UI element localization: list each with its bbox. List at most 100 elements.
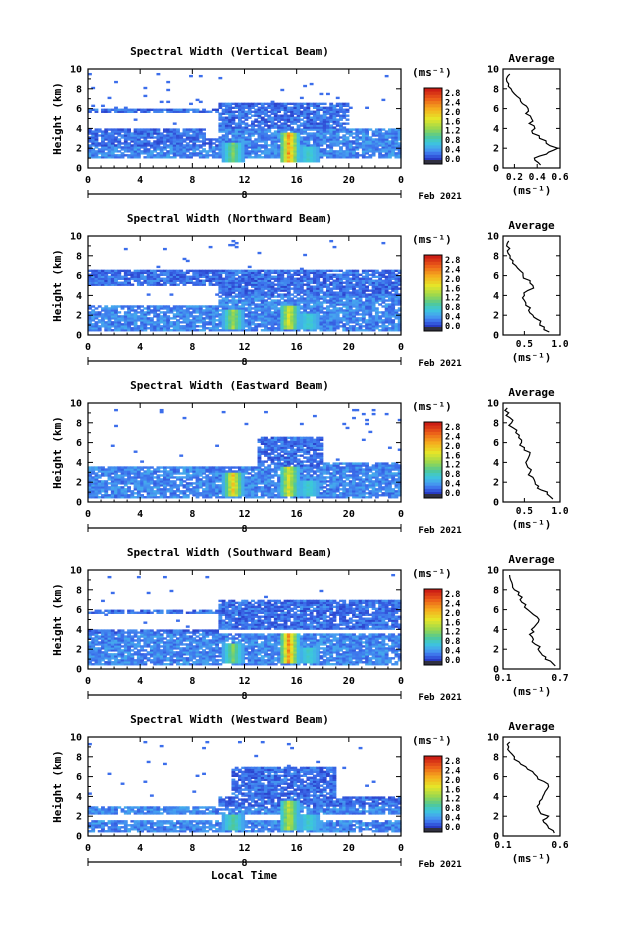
heatmap-cell bbox=[235, 242, 239, 244]
heatmap-cell bbox=[375, 307, 379, 309]
average-x-tick-label: 0.5 bbox=[516, 339, 533, 350]
colorbar-swatch bbox=[424, 299, 442, 303]
colorbar-swatch bbox=[424, 126, 442, 130]
heatmap-cell bbox=[189, 75, 193, 77]
heatmap-cell bbox=[156, 73, 160, 75]
colorbar-tick-label: 0.4 bbox=[445, 146, 460, 156]
heatmap-cell bbox=[222, 411, 226, 413]
y-tick-label: 8 bbox=[76, 251, 82, 262]
heatmap-cell bbox=[199, 75, 203, 77]
heatmap-cell bbox=[355, 270, 359, 272]
average-y-tick-label: 8 bbox=[493, 251, 499, 262]
average-y-tick-label: 8 bbox=[493, 84, 499, 95]
average-profile-line bbox=[507, 241, 550, 332]
colorbar-swatch bbox=[424, 117, 442, 121]
colorbar-swatch bbox=[424, 315, 442, 319]
colorbar-swatch bbox=[424, 129, 442, 133]
heatmap-cell bbox=[127, 128, 131, 130]
y-tick-label: 0 bbox=[76, 331, 82, 342]
colorbar-swatch bbox=[424, 255, 442, 259]
heatmap-cell bbox=[303, 254, 307, 256]
colorbar-swatch bbox=[424, 120, 442, 124]
colorbar-swatch bbox=[424, 160, 442, 164]
colorbar-swatch bbox=[424, 287, 442, 291]
average-frame bbox=[503, 236, 560, 335]
colorbar-swatch bbox=[424, 136, 442, 140]
heatmap-cell bbox=[134, 119, 138, 121]
heatmap-cell bbox=[179, 454, 183, 456]
heatmap-cell bbox=[127, 486, 131, 488]
x-tick-label: 20 bbox=[343, 175, 355, 186]
heatmap-cell bbox=[329, 240, 333, 242]
heatmap-cell bbox=[147, 293, 151, 295]
date-label: Feb 2021 bbox=[418, 192, 461, 202]
heatmap-cell bbox=[173, 122, 177, 124]
average-y-tick-label: 0 bbox=[493, 331, 499, 342]
heatmap-cell bbox=[114, 409, 118, 411]
average-y-tick-label: 6 bbox=[493, 104, 499, 115]
colorbar-swatch bbox=[424, 94, 442, 98]
colorbar-tick-label: 2.0 bbox=[445, 275, 460, 285]
heatmap-cell bbox=[323, 103, 327, 105]
average-y-tick-label: 0 bbox=[493, 164, 499, 175]
heatmap-cell bbox=[346, 103, 350, 105]
panel-title: Spectral Width (Eastward Beam) bbox=[130, 379, 329, 392]
average-y-tick-label: 6 bbox=[493, 271, 499, 282]
colorbar-swatch bbox=[424, 98, 442, 102]
heatmap-cell bbox=[202, 128, 206, 130]
colorbar-swatch bbox=[424, 322, 442, 326]
panel-title: Spectral Width (Vertical Beam) bbox=[130, 45, 329, 58]
colorbar-unit: (ms⁻¹) bbox=[412, 66, 452, 79]
heatmap-cell bbox=[385, 75, 389, 77]
average-y-tick-label: 4 bbox=[493, 291, 499, 302]
y-tick-label: 8 bbox=[76, 84, 82, 95]
colorbar-swatch bbox=[424, 151, 442, 155]
y-tick-label: 4 bbox=[76, 124, 82, 135]
colorbar-tick-label: 0.0 bbox=[445, 322, 460, 332]
average-title: Average bbox=[508, 219, 555, 232]
date-day: 8 bbox=[241, 357, 247, 368]
colorbar-swatch bbox=[424, 110, 442, 114]
colorbar-tick-label: 2.4 bbox=[445, 265, 460, 275]
average-profile-line bbox=[506, 74, 557, 165]
y-tick-label: 10 bbox=[70, 65, 82, 76]
heatmap-cell bbox=[280, 89, 284, 91]
colorbar-swatch bbox=[424, 104, 442, 108]
heatmap-cell bbox=[202, 132, 206, 134]
heatmap-cell bbox=[346, 115, 350, 117]
x-tick-label: 0 bbox=[398, 342, 404, 353]
colorbar-swatch bbox=[424, 261, 442, 265]
heatmap-cell bbox=[183, 417, 187, 419]
heatmap-cell bbox=[381, 242, 385, 244]
heatmap-cell bbox=[346, 122, 350, 124]
x-tick-label: 8 bbox=[189, 175, 195, 186]
y-tick-label: 2 bbox=[76, 311, 82, 322]
y-tick-label: 0 bbox=[76, 164, 82, 175]
heatmap-cell bbox=[166, 101, 170, 103]
heatmap-cells bbox=[88, 240, 402, 331]
heatmap-cell bbox=[111, 445, 115, 447]
x-tick-label: 16 bbox=[291, 342, 303, 353]
heatmap-cell bbox=[156, 266, 160, 268]
average-x-tick-label: 0.2 bbox=[506, 172, 523, 183]
heatmap-cell bbox=[333, 246, 337, 248]
colorbar-tick-label: 2.0 bbox=[445, 108, 460, 118]
colorbar-swatch bbox=[424, 318, 442, 322]
heatmap-cell bbox=[199, 101, 203, 103]
colorbar-tick-label: 0.0 bbox=[445, 155, 460, 165]
colorbar-swatch bbox=[424, 306, 442, 310]
colorbar-swatch bbox=[424, 88, 442, 92]
colorbar-swatch bbox=[424, 327, 442, 331]
y-axis-label: Height (km) bbox=[51, 82, 64, 155]
colorbar-swatch bbox=[424, 107, 442, 111]
heatmap-cell bbox=[235, 246, 239, 248]
x-tick-label: 16 bbox=[291, 175, 303, 186]
x-tick-label: 4 bbox=[137, 175, 143, 186]
colorbar-swatch bbox=[424, 277, 442, 281]
heatmap-cell bbox=[124, 248, 128, 250]
heatmap-cell bbox=[160, 101, 164, 103]
average-x-label: (ms⁻¹) bbox=[512, 184, 552, 197]
heatmap-cell bbox=[170, 293, 174, 295]
